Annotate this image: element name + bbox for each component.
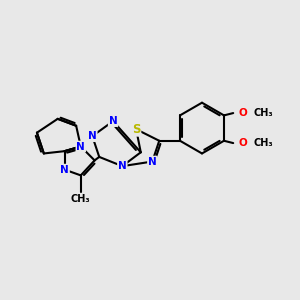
Text: N: N: [60, 165, 69, 175]
Text: N: N: [76, 142, 85, 152]
Text: O: O: [238, 138, 247, 148]
Text: O: O: [238, 108, 247, 118]
Text: N: N: [109, 116, 118, 126]
Text: CH₃: CH₃: [254, 108, 274, 118]
Text: CH₃: CH₃: [71, 194, 91, 204]
Text: N: N: [148, 157, 157, 166]
Text: S: S: [132, 123, 140, 136]
Text: N: N: [118, 161, 127, 171]
Text: N: N: [88, 131, 97, 141]
Text: CH₃: CH₃: [254, 138, 274, 148]
